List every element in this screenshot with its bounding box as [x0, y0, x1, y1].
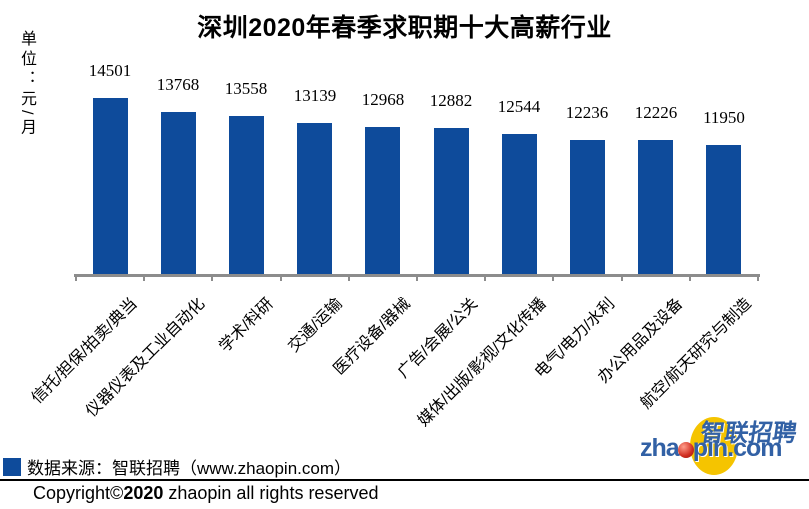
footer-divider: [0, 479, 809, 481]
category-label: 仪器仪表及工业自动化: [83, 295, 209, 421]
logo-domain-wordmark: zha pin.com: [640, 434, 783, 462]
bar-value-label: 13139: [293, 86, 337, 105]
y-axis-unit-label: 单位：元/月: [18, 30, 35, 139]
chart-title: 深圳2020年春季求职期十大高薪行业: [197, 14, 612, 42]
bar: [638, 140, 673, 274]
bar: [161, 112, 196, 274]
logo-domain-prefix: zha: [640, 434, 680, 462]
bar-value-label: 13768: [156, 75, 200, 94]
bar: [297, 123, 332, 274]
x-axis-tick: [348, 274, 350, 281]
logo-domain-suffix: pin.com: [692, 434, 783, 462]
bar-value-label: 11950: [703, 108, 745, 127]
copyright-year: 2020: [123, 483, 164, 503]
bar: [229, 116, 264, 274]
logo-red-ball-icon: [677, 442, 694, 458]
source-text: 数据来源：智联招聘（www.zhaopin.com）: [27, 459, 352, 478]
bar: [570, 140, 605, 274]
copyright-prefix: Copyright©: [33, 483, 124, 503]
x-axis-tick: [280, 274, 282, 281]
x-axis-tick: [416, 274, 418, 281]
bar-value-label: 12236: [565, 103, 609, 122]
source-legend: 数据来源：智联招聘（www.zhaopin.com）: [3, 454, 351, 479]
bar-value-label: 12544: [497, 97, 541, 116]
logo-yellow-circle-icon: [690, 417, 738, 475]
x-axis-tick: [484, 274, 486, 281]
bar: [365, 127, 400, 274]
bar: [706, 145, 741, 274]
bar: [502, 134, 537, 274]
bar-value-label: 14501: [88, 61, 132, 80]
legend-swatch: [3, 457, 21, 476]
bar-value-label: 12968: [361, 90, 405, 109]
x-axis-tick: [757, 274, 759, 281]
category-label: 交通/运输: [284, 295, 346, 356]
zhaopin-logo: 智联招聘 zha pin.com: [640, 411, 808, 479]
bar: [93, 98, 128, 274]
category-label: 学术/科研: [215, 295, 277, 356]
copyright-suffix: zhaopin all rights reserved: [163, 483, 379, 503]
x-axis-tick: [75, 274, 77, 281]
x-axis-tick: [621, 274, 623, 281]
x-axis-tick: [689, 274, 691, 281]
x-axis-tick: [143, 274, 145, 281]
x-axis-tick: [552, 274, 554, 281]
bar-value-label: 12882: [429, 91, 473, 110]
copyright-text: Copyright©2020 zhaopin all rights reserv…: [33, 483, 378, 504]
bar: [434, 128, 469, 274]
bar-value-label: 12226: [634, 103, 678, 122]
x-axis-tick: [211, 274, 213, 281]
bar-value-label: 13558: [224, 79, 268, 98]
category-label: 媒体/出版/影视/文化传播: [414, 295, 550, 430]
